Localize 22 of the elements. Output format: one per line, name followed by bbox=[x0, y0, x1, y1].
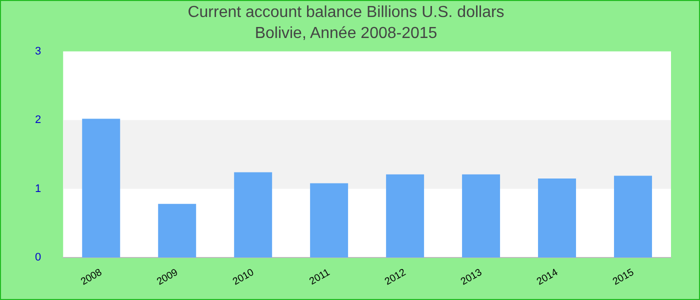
x-tick-label: 2008 bbox=[79, 266, 104, 288]
x-tick-label: 2011 bbox=[308, 266, 332, 288]
y-tick-label: 1 bbox=[34, 182, 42, 195]
bar bbox=[538, 178, 576, 258]
bar bbox=[614, 176, 652, 258]
y-tick-label: 0 bbox=[34, 252, 42, 264]
x-tick-label: 2013 bbox=[459, 266, 484, 288]
y-tick-label: 2 bbox=[34, 114, 42, 126]
bar bbox=[82, 118, 120, 258]
bar bbox=[386, 174, 424, 258]
bar bbox=[310, 183, 348, 258]
y-tick-label: 3 bbox=[34, 45, 42, 58]
bar bbox=[158, 204, 196, 258]
x-tick-label: 2015 bbox=[611, 266, 636, 288]
chart-title: Current account balance Billions U.S. dollars bbox=[188, 4, 504, 22]
x-tick-label: 2014 bbox=[535, 266, 560, 288]
x-tick-label: 2012 bbox=[383, 266, 408, 288]
x-tick-label: 2009 bbox=[155, 266, 180, 288]
bar bbox=[234, 172, 272, 258]
x-tick-label: 2010 bbox=[231, 266, 256, 288]
chart-subtitle: Bolivie, Année 2008-2015 bbox=[254, 25, 438, 42]
bar bbox=[462, 174, 500, 258]
